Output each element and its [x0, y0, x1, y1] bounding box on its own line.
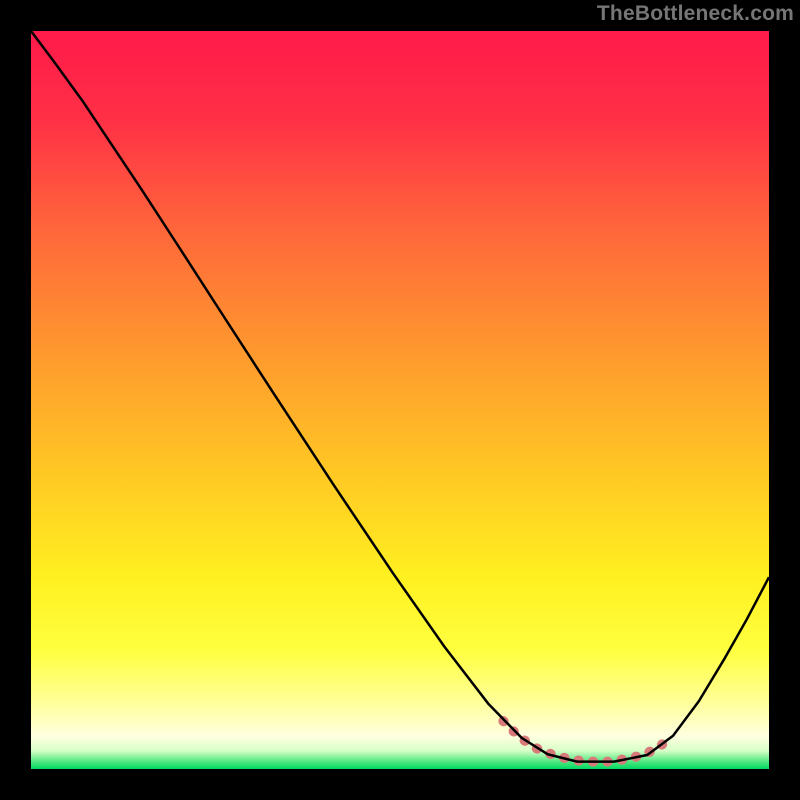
- chart-frame: TheBottleneck.com: [0, 0, 800, 800]
- curve-layer: [31, 31, 769, 769]
- attribution-label: TheBottleneck.com: [597, 2, 794, 26]
- plot-area: [31, 31, 769, 769]
- bottleneck-curve: [31, 31, 769, 762]
